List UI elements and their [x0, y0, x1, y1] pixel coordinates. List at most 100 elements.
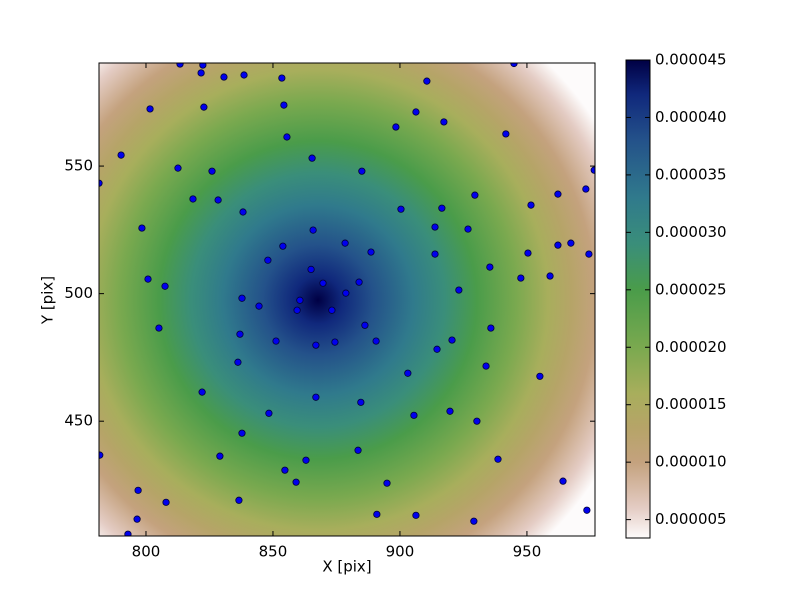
point — [527, 201, 535, 209]
point — [134, 486, 142, 494]
point — [133, 515, 141, 523]
point — [487, 324, 495, 332]
colorbar — [625, 59, 651, 539]
point — [482, 362, 490, 370]
point — [199, 63, 207, 69]
point — [361, 321, 369, 329]
colorbar-tick-label: 0.000005 — [655, 510, 727, 528]
colorbar-tick-label: 0.000045 — [655, 51, 727, 69]
point — [234, 358, 242, 366]
point — [174, 164, 182, 172]
point — [312, 393, 320, 401]
point — [536, 372, 544, 380]
point — [431, 250, 439, 258]
point — [357, 398, 365, 406]
point — [239, 208, 247, 216]
point — [220, 73, 228, 81]
point — [319, 279, 327, 287]
point — [155, 324, 163, 332]
point — [189, 195, 197, 203]
point — [216, 452, 224, 460]
point — [144, 275, 152, 283]
point — [341, 239, 349, 247]
point — [302, 456, 310, 464]
point — [278, 74, 286, 82]
point — [590, 166, 595, 174]
point — [99, 451, 104, 459]
point — [208, 167, 216, 175]
point — [238, 429, 246, 437]
point — [328, 306, 336, 314]
point — [309, 226, 317, 234]
point — [293, 306, 301, 314]
point — [433, 345, 441, 353]
point — [397, 205, 405, 213]
point — [198, 388, 206, 396]
point — [264, 256, 272, 264]
colorbar-tick-label: 0.000040 — [655, 108, 727, 126]
point — [307, 265, 315, 273]
point — [471, 191, 479, 199]
point — [373, 510, 381, 518]
point — [517, 274, 525, 282]
point — [510, 63, 518, 68]
x-tick-label: 950 — [513, 543, 542, 561]
point — [431, 223, 439, 231]
point — [124, 530, 132, 536]
point — [470, 517, 478, 525]
point — [176, 63, 184, 68]
point — [559, 477, 567, 485]
point — [583, 506, 591, 514]
point — [161, 282, 169, 290]
point — [331, 338, 339, 346]
point — [214, 196, 222, 204]
points — [99, 63, 595, 536]
point — [117, 151, 125, 159]
y-tick-label: 450 — [64, 412, 93, 430]
point — [200, 103, 208, 111]
point — [412, 511, 420, 519]
point — [312, 341, 320, 349]
point — [296, 296, 304, 304]
point — [283, 133, 291, 141]
heatmap — [99, 63, 595, 536]
x-tick-label: 800 — [132, 543, 161, 561]
point — [255, 302, 263, 310]
point — [392, 123, 400, 131]
point — [162, 498, 170, 506]
point — [582, 185, 590, 193]
point — [265, 409, 273, 417]
point — [355, 278, 363, 286]
point — [367, 248, 375, 256]
point — [383, 479, 391, 487]
point — [554, 241, 562, 249]
point — [438, 204, 446, 212]
point — [272, 337, 280, 345]
point — [138, 224, 146, 232]
colorbar-tick-label: 0.000030 — [655, 223, 727, 241]
y-tick-label: 550 — [64, 157, 93, 175]
point — [464, 225, 472, 233]
point — [423, 77, 431, 85]
y-axis-label: Y [pix] — [39, 276, 57, 325]
point — [238, 294, 246, 302]
point — [240, 71, 248, 79]
x-tick-label: 850 — [259, 543, 288, 561]
point — [235, 496, 243, 504]
x-tick-label: 900 — [386, 543, 415, 561]
point — [197, 69, 205, 77]
point — [292, 478, 300, 486]
point — [308, 154, 316, 162]
point — [546, 272, 554, 280]
point — [279, 242, 287, 250]
point — [404, 369, 412, 377]
point — [146, 105, 154, 113]
point — [281, 466, 289, 474]
point — [280, 101, 288, 109]
point — [354, 446, 362, 454]
point — [236, 330, 244, 338]
point — [524, 249, 532, 257]
colorbar-tick-label: 0.000015 — [655, 395, 727, 413]
